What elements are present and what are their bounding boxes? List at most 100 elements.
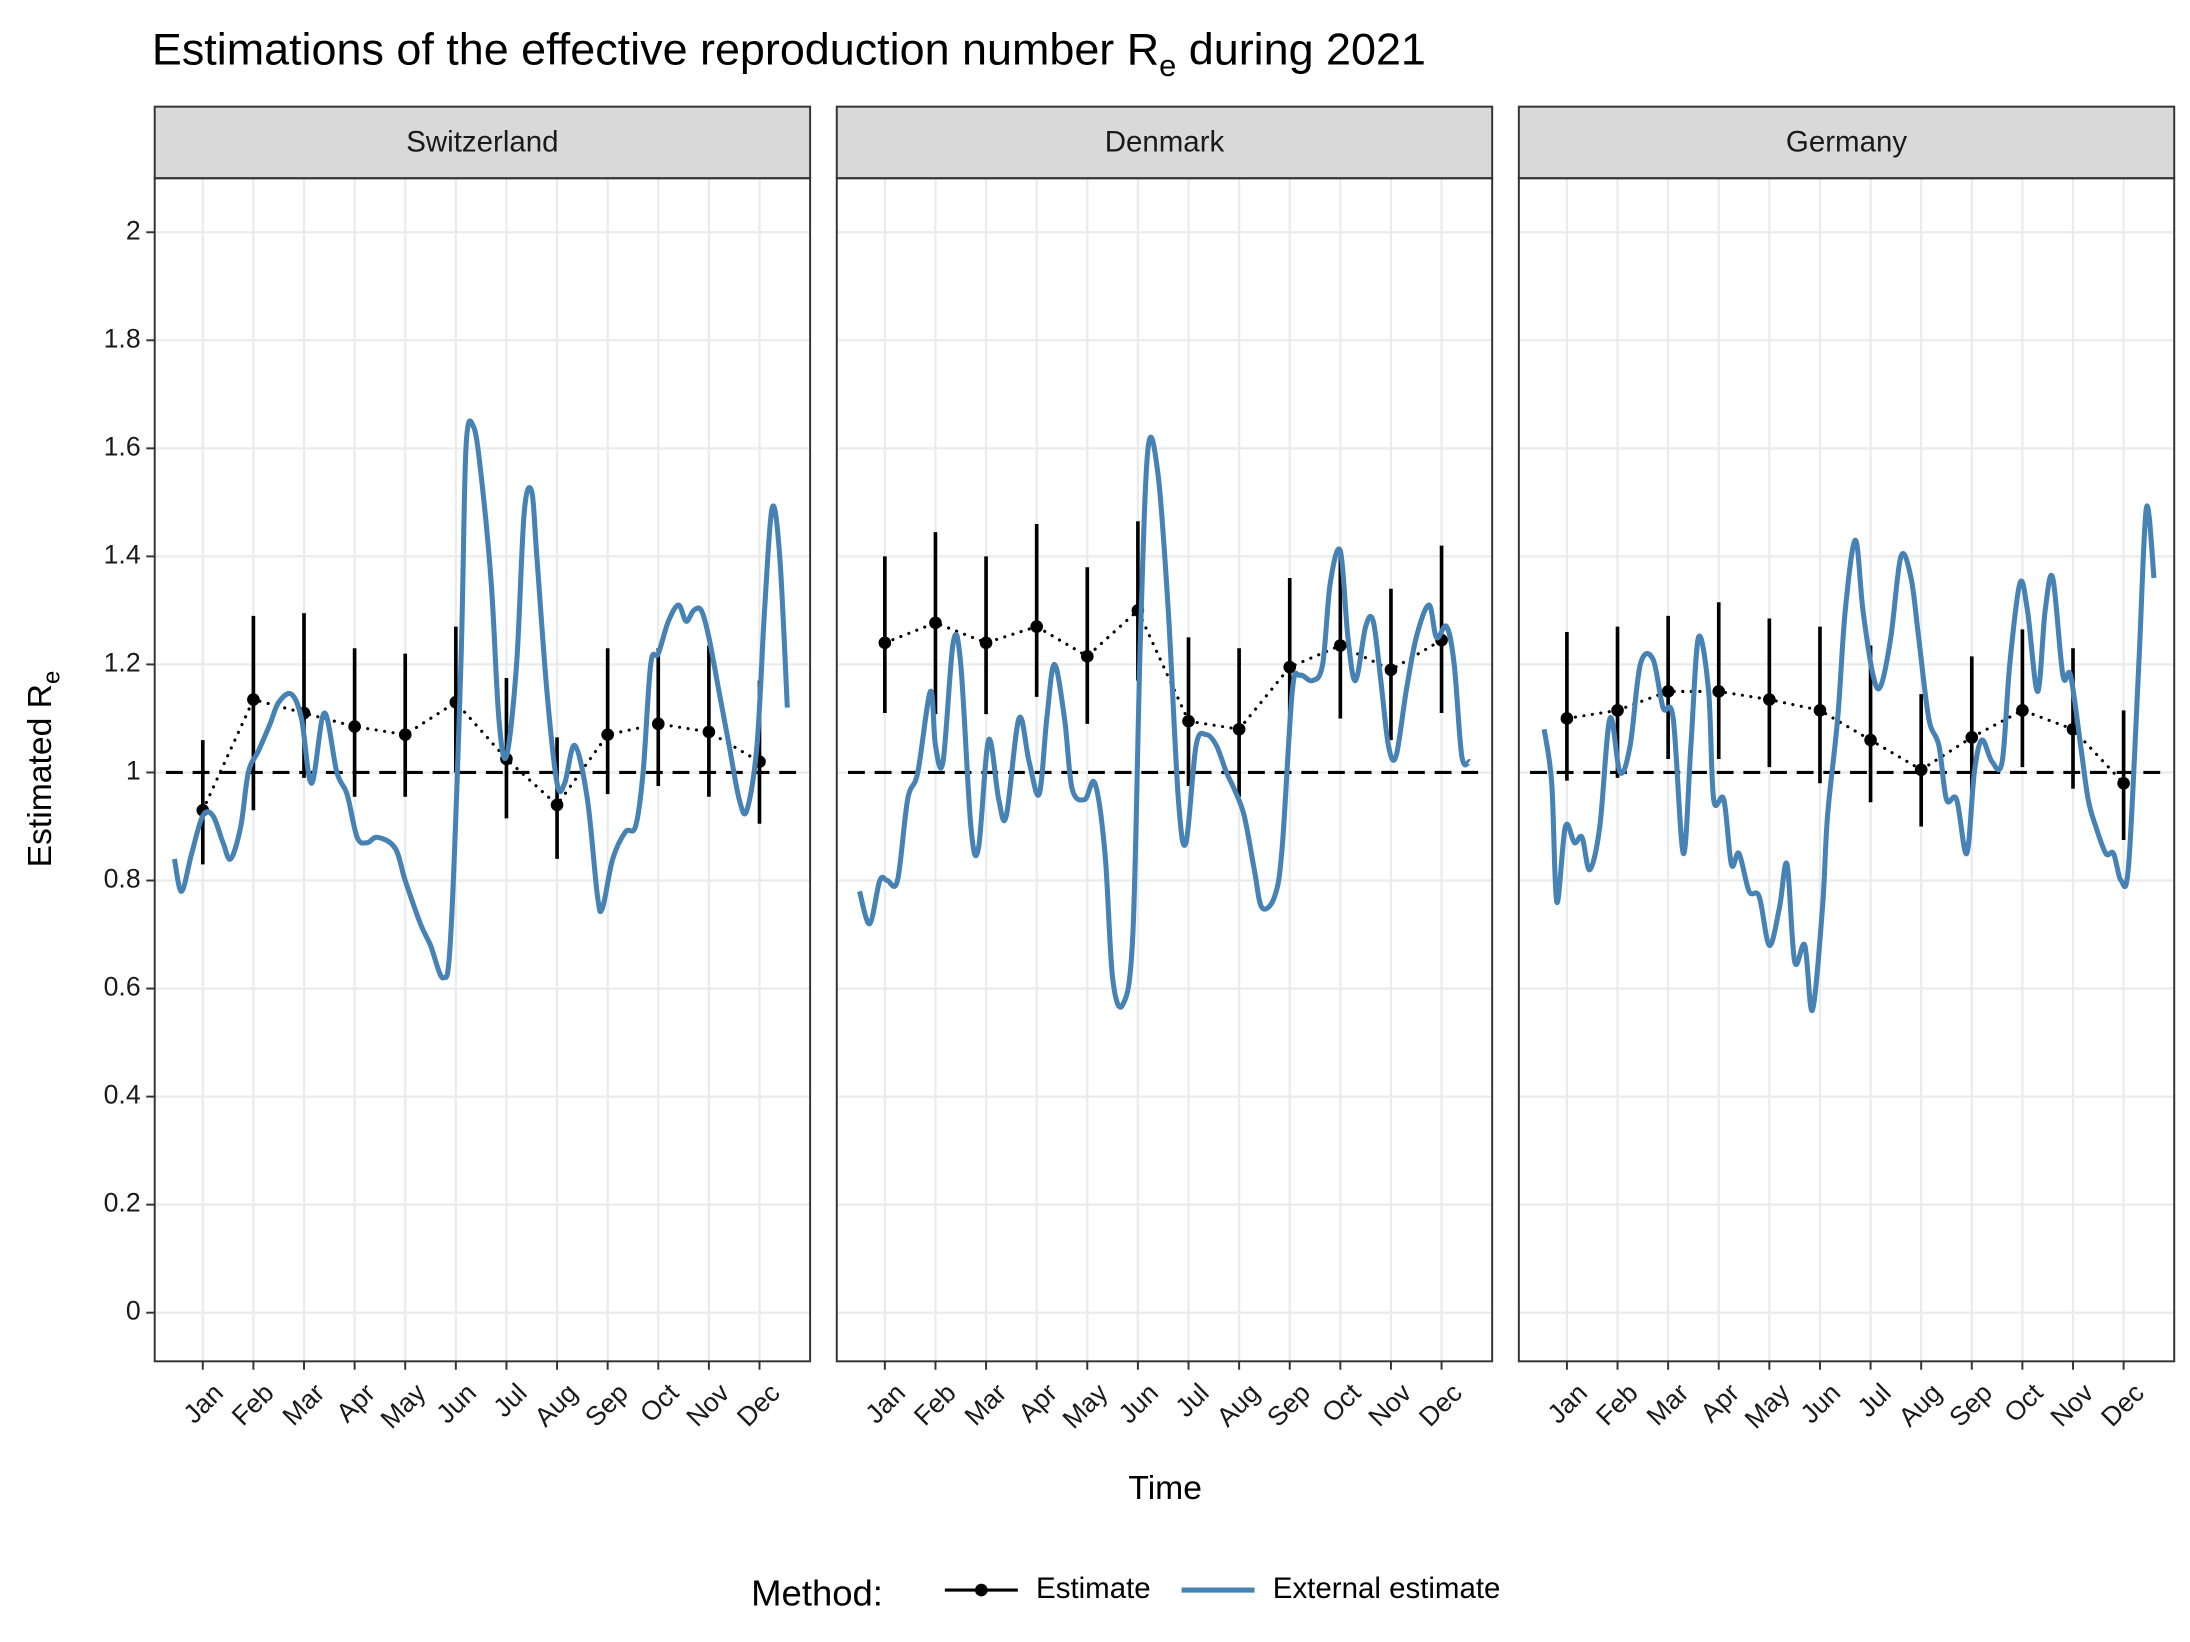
estimate-point bbox=[1763, 693, 1776, 706]
x-tick-label: Jun bbox=[1795, 1378, 1847, 1430]
x-tick-label: Feb bbox=[908, 1378, 962, 1432]
facet-title: Germany bbox=[1786, 126, 1907, 159]
x-tick-label: Mar bbox=[1641, 1377, 1695, 1431]
legend-key bbox=[975, 1583, 988, 1597]
y-tick-label: 1.2 bbox=[104, 647, 141, 677]
estimate-point bbox=[550, 798, 564, 812]
estimate-point bbox=[1384, 663, 1398, 677]
x-tick-label: Sep bbox=[1261, 1378, 1316, 1433]
estimate-point bbox=[601, 728, 614, 741]
title-text: during 2021 bbox=[1176, 24, 1426, 75]
estimate-point bbox=[929, 616, 942, 630]
y-tick-label: 0.8 bbox=[104, 864, 141, 894]
x-tick-label: Mar bbox=[959, 1377, 1013, 1431]
y-tick-label: 0.6 bbox=[104, 972, 141, 1002]
x-tick-label: May bbox=[375, 1377, 432, 1434]
x-tick-label: Feb bbox=[1590, 1378, 1644, 1432]
x-tick-label: Jul bbox=[1852, 1378, 1897, 1423]
x-tick-label: Dec bbox=[731, 1378, 786, 1433]
facet-strip bbox=[1517, 105, 2176, 180]
estimate-point bbox=[979, 636, 993, 650]
estimate-point bbox=[1334, 639, 1347, 652]
y-tick-label: 1.4 bbox=[104, 539, 141, 569]
y-tick-label: 0 bbox=[126, 1296, 141, 1326]
panel-border bbox=[1517, 177, 2176, 1363]
x-tick-label: Aug bbox=[1211, 1378, 1266, 1433]
chart-title: Estimations of the effective reproductio… bbox=[152, 24, 1426, 83]
panel-background bbox=[1518, 178, 2175, 1362]
y-axis-label: Estimated Re bbox=[22, 671, 65, 868]
x-tick-label: May bbox=[1057, 1377, 1114, 1434]
y-tick-label: 0.4 bbox=[104, 1080, 141, 1110]
x-tick-label: May bbox=[1739, 1377, 1796, 1434]
panel-border bbox=[153, 177, 812, 1363]
estimate-point bbox=[1030, 620, 1043, 633]
y-tick-label: 1.6 bbox=[104, 431, 141, 461]
title-subscript: e bbox=[1159, 48, 1176, 83]
title-text: Estimations of the effective reproductio… bbox=[152, 24, 1159, 75]
x-tick-label: Sep bbox=[579, 1378, 634, 1433]
x-tick-label: Nov bbox=[2045, 1377, 2100, 1432]
x-tick-label: Apr bbox=[1694, 1377, 1745, 1428]
estimate-point bbox=[2117, 776, 2130, 790]
x-tick-label: Jun bbox=[430, 1378, 482, 1430]
estimate-point bbox=[1965, 731, 1979, 744]
x-tick-label: Jan bbox=[1542, 1378, 1594, 1430]
estimate-point bbox=[1813, 704, 1827, 717]
facet-title: Denmark bbox=[1105, 126, 1225, 159]
x-tick-label: Nov bbox=[1362, 1377, 1417, 1432]
y-tick-label: 1 bbox=[126, 756, 141, 786]
estimate-point bbox=[651, 717, 665, 731]
y-tick-label: 1.8 bbox=[104, 323, 141, 353]
external-estimate-line bbox=[171, 418, 790, 981]
y-tick-label: 0.2 bbox=[104, 1188, 141, 1218]
x-tick-label: Mar bbox=[277, 1377, 331, 1431]
estimate-point bbox=[1182, 714, 1195, 728]
facet-title: Switzerland bbox=[406, 126, 558, 159]
estimate-point bbox=[1611, 704, 1624, 717]
x-tick-label: Feb bbox=[226, 1378, 280, 1432]
y-label-subscript: e bbox=[38, 671, 65, 684]
legend-label: Estimate bbox=[1036, 1572, 1151, 1605]
estimate-point bbox=[1864, 733, 1877, 747]
estimate-point bbox=[1712, 685, 1726, 698]
estimate-point bbox=[1080, 650, 1094, 663]
x-tick-label: Oct bbox=[1998, 1377, 2049, 1428]
x-tick-label: Oct bbox=[634, 1377, 685, 1428]
panel-border bbox=[835, 177, 1494, 1363]
estimate-line bbox=[201, 697, 762, 812]
x-tick-label: Sep bbox=[1943, 1378, 1998, 1433]
facet-strip bbox=[835, 105, 1494, 180]
panel-background bbox=[154, 178, 811, 1362]
estimate-point bbox=[247, 693, 260, 706]
estimate-point bbox=[1914, 763, 1928, 777]
estimate-point bbox=[1661, 685, 1675, 698]
x-tick-label: Jun bbox=[1113, 1378, 1165, 1430]
legend-label: External estimate bbox=[1273, 1572, 1501, 1605]
x-tick-label: Jul bbox=[1169, 1378, 1214, 1423]
y-tick-label: 2 bbox=[126, 215, 141, 245]
panel-background bbox=[836, 178, 1493, 1362]
x-tick-label: Aug bbox=[1893, 1378, 1948, 1433]
x-tick-label: Dec bbox=[2095, 1378, 2150, 1433]
estimate-point bbox=[348, 720, 361, 733]
estimate-point bbox=[1283, 660, 1297, 674]
estimate-point bbox=[1232, 722, 1246, 736]
x-tick-label: Aug bbox=[529, 1378, 584, 1433]
x-tick-label: Dec bbox=[1413, 1378, 1468, 1433]
estimate-point bbox=[878, 636, 892, 650]
x-tick-label: Apr bbox=[1012, 1377, 1063, 1428]
external-estimate-line bbox=[857, 434, 1472, 1010]
x-tick-label: Jan bbox=[177, 1378, 229, 1430]
estimate-point bbox=[702, 725, 716, 739]
x-tick-label: Apr bbox=[330, 1377, 381, 1428]
estimate-point bbox=[1560, 712, 1574, 725]
external-estimate-line bbox=[1541, 503, 2157, 1013]
y-label-text: Estimated R bbox=[22, 684, 59, 867]
estimate-point bbox=[2016, 704, 2029, 717]
estimate-point bbox=[398, 728, 412, 741]
x-tick-label: Nov bbox=[680, 1377, 735, 1432]
x-axis-label: Time bbox=[1128, 1470, 1202, 1507]
